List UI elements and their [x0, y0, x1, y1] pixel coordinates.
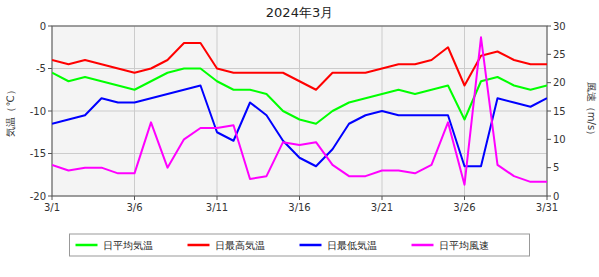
grid	[52, 26, 547, 196]
tick-label: -20	[30, 191, 46, 202]
axis-label: 気温（℃）	[5, 85, 16, 136]
axis-label: 風速（m/s）	[586, 82, 597, 140]
legend-swatch	[76, 244, 98, 247]
chart: 3/13/63/113/163/213/263/310-5-10-15-2005…	[0, 0, 599, 277]
tick	[382, 196, 383, 200]
tick	[547, 139, 551, 140]
tick-label: 5	[553, 162, 559, 173]
tick-label: -5	[36, 63, 46, 74]
tick-label: 0	[40, 21, 46, 32]
tick	[547, 196, 548, 200]
tick-label: 0	[553, 191, 559, 202]
series-group	[52, 37, 547, 184]
tick-label: 3/1	[44, 202, 60, 213]
tick	[48, 68, 52, 69]
tick-label: -15	[30, 148, 46, 159]
legend-swatch	[188, 244, 210, 247]
tick-label: 20	[553, 77, 566, 88]
tick-label: 3/31	[536, 202, 558, 213]
series-line	[52, 86, 547, 167]
tick	[547, 54, 551, 55]
tick	[547, 196, 551, 197]
legend-box	[70, 234, 530, 256]
tick-label: 3/21	[371, 202, 393, 213]
plot-frame	[52, 26, 547, 196]
legend: 日平均気温 日最高気温 日最低気温 日平均風速	[70, 234, 530, 256]
tick	[547, 111, 551, 112]
tick	[48, 111, 52, 112]
legend-label: 日最低気温	[327, 240, 377, 251]
tick	[547, 82, 551, 83]
tick	[48, 196, 52, 197]
tick	[52, 196, 53, 200]
legend-label: 日平均気温	[103, 240, 153, 251]
tick-label: 3/16	[288, 202, 310, 213]
tick-label: 10	[553, 134, 566, 145]
grid-line	[52, 153, 547, 154]
legend-swatch	[412, 244, 434, 247]
axes: 3/13/63/113/163/213/263/310-5-10-15-2005…	[30, 21, 566, 214]
tick	[217, 196, 218, 200]
tick	[48, 153, 52, 154]
legend-swatch	[300, 244, 322, 247]
tick-label: -10	[30, 106, 46, 117]
plot-area	[52, 26, 547, 196]
tick	[134, 196, 135, 200]
tick	[547, 26, 551, 27]
tick-label: 3/11	[206, 202, 228, 213]
tick	[547, 167, 551, 168]
legend-label: 日最高気温	[215, 240, 265, 251]
tick-label: 25	[553, 49, 566, 60]
tick-label: 30	[553, 21, 566, 32]
legend-label: 日平均風速	[439, 240, 489, 251]
series-line	[52, 37, 547, 184]
tick-label: 3/6	[126, 202, 142, 213]
tick	[464, 196, 465, 200]
tick	[48, 26, 52, 27]
tick-label: 15	[553, 106, 566, 117]
tick	[299, 196, 300, 200]
series-line	[52, 43, 547, 90]
tick-label: 3/26	[453, 202, 475, 213]
title: 2024年3月	[266, 5, 333, 20]
